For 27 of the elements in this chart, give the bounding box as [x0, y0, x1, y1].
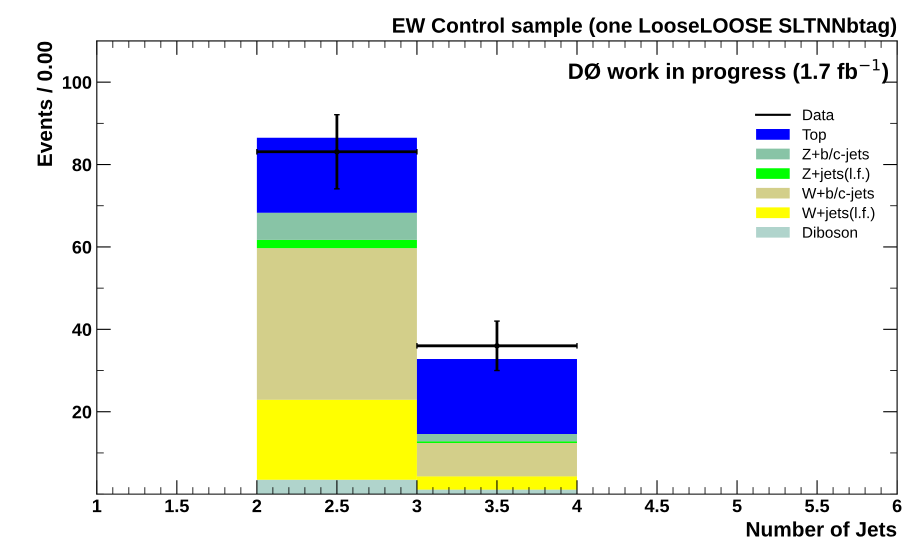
legend-label: Top [802, 129, 826, 143]
y-axis-title: Events / 0.00 [36, 42, 52, 166]
y-tick-label: 60 [72, 240, 92, 254]
legend-label: Z+jets(l.f.) [802, 168, 870, 182]
y-tick-label: 40 [72, 323, 92, 336]
legend-label: W+b/c-jets [802, 187, 874, 202]
x-tick-label: 1 [92, 500, 102, 512]
legend-label: W+jets(l.f.) [802, 207, 874, 222]
x-tick-label: 4.5 [644, 500, 670, 512]
legend-label: Data [803, 110, 834, 120]
x-tick-label: 1.5 [165, 500, 189, 512]
legend-label: Diboson [803, 226, 857, 238]
x-tick-label: 3 [412, 499, 422, 512]
y-tick-label: 80 [72, 158, 92, 172]
x-tick-label: 6 [892, 499, 902, 512]
chart-title: EW Control sample (one LooseLOOSE SLTNNbtag) [393, 18, 896, 38]
legend-label: Z+b/c-jets [802, 148, 869, 162]
x-tick-label: 5.5 [805, 500, 830, 512]
x-tick-label: 2.5 [324, 499, 349, 512]
y-tick-label: 20 [72, 406, 92, 418]
x-axis-title: Number of Jets [746, 521, 896, 537]
x-tick-label: 5 [732, 500, 742, 512]
x-tick-label: 3.5 [484, 499, 510, 512]
x-tick-label: 4 [572, 500, 582, 512]
annotation: DØ work in progress (1.7 fb$^{−1}$) [569, 59, 888, 84]
y-tick-label: 100 [62, 76, 92, 89]
x-tick-label: 2 [252, 499, 262, 512]
